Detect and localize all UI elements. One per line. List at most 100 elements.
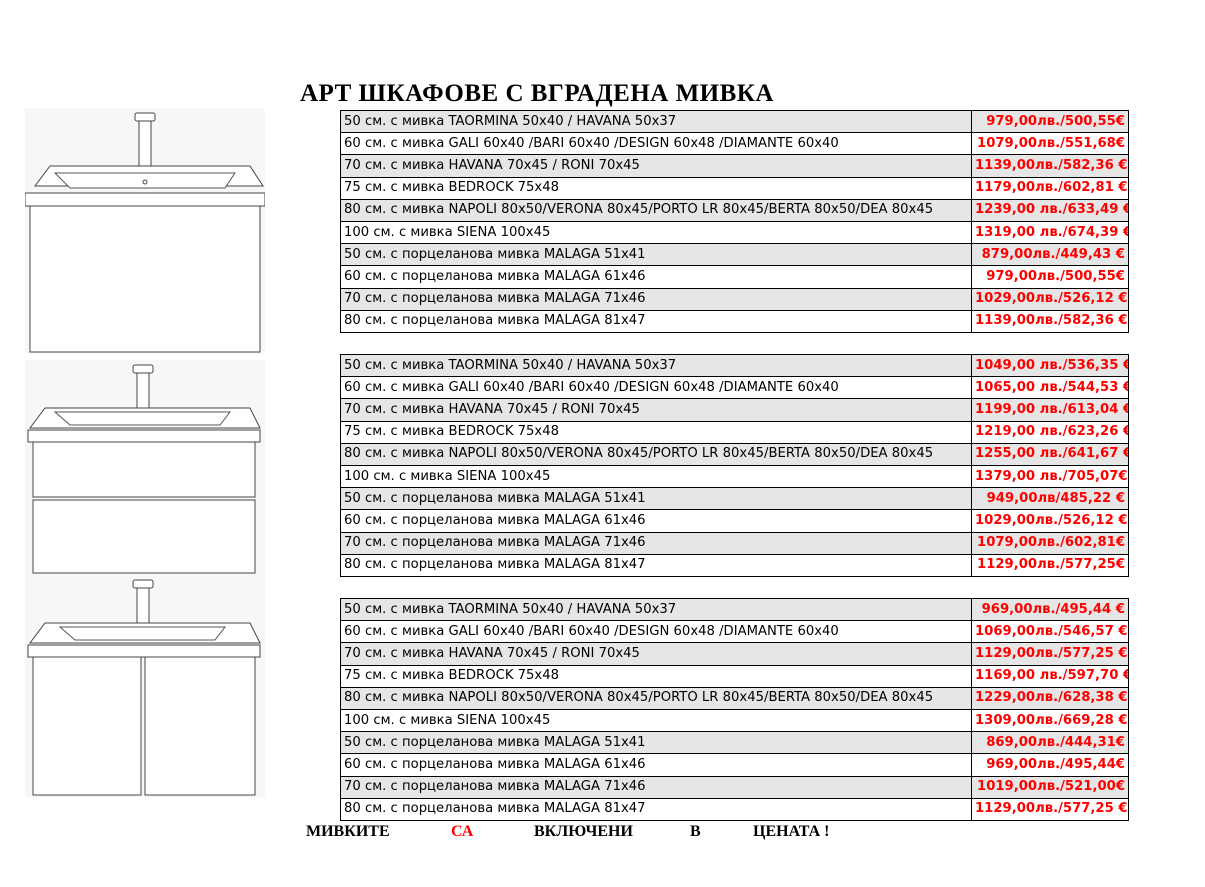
table-row: 80 см. с порцеланова мивка MALAGA 81x47 1… [340, 553, 1129, 577]
table-row: 70 см. с мивка HAVANA 70x45 / RONI 70x45… [340, 154, 1129, 178]
table-row: 80 см. с мивка NAPOLI 80x50/VERONA 80x45… [340, 442, 1129, 466]
table-row: 70 см. с мивка HAVANA 70x45 / RONI 70x45… [340, 398, 1129, 422]
footer-word: ЦЕНАТА ! [753, 823, 830, 840]
product-description: 100 см. с мивка SIENA 100x45 [340, 220, 972, 245]
product-price: 979,00лв./500,55€ [971, 265, 1129, 289]
product-price: 969,00лв./495,44€ [971, 753, 1129, 777]
price-table-1: 50 см. с мивка TAORMINA 50x40 / HAVANA 5… [340, 109, 1129, 333]
product-description: 50 см. с порцеланова мивка MALAGA 51x41 [340, 731, 972, 755]
product-price: 1019,00лв./521,00€ [971, 775, 1129, 799]
product-price: 1379,00 лв./705,07€ [971, 464, 1129, 489]
table-row: 80 см. с мивка NAPOLI 80x50/VERONA 80x45… [340, 686, 1129, 710]
product-description: 100 см. с мивка SIENA 100x45 [340, 464, 972, 489]
product-price: 979,00лв./500,55€ [971, 109, 1129, 134]
product-description: 100 см. с мивка SIENA 100x45 [340, 708, 972, 733]
table-row: 50 см. с мивка TAORMINA 50x40 / HAVANA 5… [340, 353, 1129, 378]
product-price: 1219,00 лв./623,26 € [971, 420, 1129, 444]
table-row: 60 см. с мивка GALI 60x40 /BARI 60x40 /D… [340, 620, 1129, 644]
footer-word: ВКЛЮЧЕНИ [534, 823, 633, 840]
product-price: 869,00лв./444,31€ [971, 731, 1129, 755]
product-price: 949,00лв/485,22 € [971, 487, 1129, 511]
product-price: 1129,00лв./577,25 € [971, 642, 1129, 666]
table-row: 70 см. с порцеланова мивка MALAGA 71x46 1… [340, 531, 1129, 555]
product-description: 75 см. с мивка BEDROCK 75x48 [340, 176, 972, 200]
table-row: 50 см. с порцеланова мивка MALAGA 51x41 8… [340, 243, 1129, 267]
product-description: 60 см. с мивка GALI 60x40 /BARI 60x40 /D… [340, 620, 972, 644]
product-description: 70 см. с мивка HAVANA 70x45 / RONI 70x45 [340, 398, 972, 422]
product-price: 1069,00лв./546,57 € [971, 620, 1129, 644]
product-description: 50 см. с порцеланова мивка MALAGA 51x41 [340, 487, 972, 511]
product-price: 1079,00лв./602,81€ [971, 531, 1129, 555]
footer-word-highlight: СА [451, 823, 474, 840]
product-price: 1029,00лв./526,12 € [971, 509, 1129, 533]
product-price: 1139,00лв./582,36 € [971, 309, 1129, 333]
product-description: 60 см. с мивка GALI 60x40 /BARI 60x40 /D… [340, 376, 972, 400]
table-row: 60 см. с мивка GALI 60x40 /BARI 60x40 /D… [340, 376, 1129, 400]
product-price: 1239,00 лв./633,49 € [971, 198, 1129, 222]
product-description: 80 см. с порцеланова мивка MALAGA 81x47 [340, 797, 972, 821]
cabinet-one-door-icon [25, 108, 265, 354]
table-row: 100 см. с мивка SIENA 100x45 1319,00 лв./… [340, 220, 1129, 245]
product-price: 1129,00лв./577,25 € [971, 797, 1129, 821]
product-price: 879,00лв./449,43 € [971, 243, 1129, 267]
product-description: 80 см. с мивка NAPOLI 80x50/VERONA 80x45… [340, 442, 972, 466]
table-row: 70 см. с порцеланова мивка MALAGA 71x46 1… [340, 287, 1129, 311]
product-description: 75 см. с мивка BEDROCK 75x48 [340, 420, 972, 444]
footer-word: В [690, 823, 701, 840]
page-title: АРТ ШКАФОВЕ С ВГРАДЕНА МИВКА [300, 80, 774, 107]
product-description: 70 см. с порцеланова мивка MALAGA 71x46 [340, 287, 972, 311]
footer-word: МИВКИТЕ [306, 823, 390, 840]
product-description: 80 см. с мивка NAPOLI 80x50/VERONA 80x45… [340, 686, 972, 710]
table-row: 60 см. с мивка GALI 60x40 /BARI 60x40 /D… [340, 132, 1129, 156]
product-description: 80 см. с порцеланова мивка MALAGA 81x47 [340, 309, 972, 333]
product-description: 60 см. с порцеланова мивка MALAGA 61x46 [340, 509, 972, 533]
product-description: 50 см. с мивка TAORMINA 50x40 / HAVANA 5… [340, 597, 972, 622]
price-table-3: 50 см. с мивка TAORMINA 50x40 / HAVANA 5… [340, 597, 1129, 821]
product-price: 1229,00лв./628,38 € [971, 686, 1129, 710]
product-price: 1079,00лв./551,68€ [971, 132, 1129, 156]
product-price: 1199,00 лв./613,04 € [971, 398, 1129, 422]
table-row: 75 см. с мивка BEDROCK 75x48 1169,00 лв./… [340, 664, 1129, 688]
table-row: 70 см. с порцеланова мивка MALAGA 71x46 1… [340, 775, 1129, 799]
product-description: 50 см. с мивка TAORMINA 50x40 / HAVANA 5… [340, 353, 972, 378]
table-row: 80 см. с мивка NAPOLI 80x50/VERONA 80x45… [340, 198, 1129, 222]
table-row: 100 см. с мивка SIENA 100x45 1309,00лв./6… [340, 708, 1129, 733]
product-description: 75 см. с мивка BEDROCK 75x48 [340, 664, 972, 688]
product-price: 1179,00лв./602,81 € [971, 176, 1129, 200]
product-price: 1255,00 лв./641,67 € [971, 442, 1129, 466]
cabinet-two-drawers-icon [25, 360, 265, 585]
product-description: 70 см. с мивка HAVANA 70x45 / RONI 70x45 [340, 642, 972, 666]
table-row: 50 см. с порцеланова мивка MALAGA 51x41 9… [340, 487, 1129, 511]
table-row: 50 см. с порцеланова мивка MALAGA 51x41 8… [340, 731, 1129, 755]
product-description: 70 см. с порцеланова мивка MALAGA 71x46 [340, 775, 972, 799]
product-price: 1319,00 лв./674,39 € [971, 220, 1129, 245]
product-description: 50 см. с мивка TAORMINA 50x40 / HAVANA 5… [340, 109, 972, 134]
product-price: 1309,00лв./669,28 € [971, 708, 1129, 733]
product-description: 60 см. с порцеланова мивка MALAGA 61x46 [340, 753, 972, 777]
table-row: 80 см. с порцеланова мивка MALAGA 81x47 1… [340, 309, 1129, 333]
product-price: 1129,00лв./577,25€ [971, 553, 1129, 577]
product-description: 50 см. с порцеланова мивка MALAGA 51x41 [340, 243, 972, 267]
product-description: 60 см. с порцеланова мивка MALAGA 61x46 [340, 265, 972, 289]
product-description: 70 см. с мивка HAVANA 70x45 / RONI 70x45 [340, 154, 972, 178]
table-row: 60 см. с порцеланова мивка MALAGA 61x46 1… [340, 509, 1129, 533]
product-description: 60 см. с мивка GALI 60x40 /BARI 60x40 /D… [340, 132, 972, 156]
product-description: 70 см. с порцеланова мивка MALAGA 71x46 [340, 531, 972, 555]
table-row: 50 см. с мивка TAORMINA 50x40 / HAVANA 5… [340, 109, 1129, 134]
product-price: 1139,00лв./582,36 € [971, 154, 1129, 178]
table-row: 100 см. с мивка SIENA 100x45 1379,00 лв./… [340, 464, 1129, 489]
table-row: 75 см. с мивка BEDROCK 75x48 1179,00лв./6… [340, 176, 1129, 200]
table-row: 60 см. с порцеланова мивка MALAGA 61x46 9… [340, 265, 1129, 289]
product-price: 1065,00 лв./544,53 € [971, 376, 1129, 400]
table-row: 80 см. с порцеланова мивка MALAGA 81x47 1… [340, 797, 1129, 821]
cabinet-two-doors-icon [25, 575, 265, 797]
table-row: 75 см. с мивка BEDROCK 75x48 1219,00 лв./… [340, 420, 1129, 444]
product-price: 969,00лв./495,44 € [971, 597, 1129, 622]
product-description: 80 см. с порцеланова мивка MALAGA 81x47 [340, 553, 972, 577]
table-row: 60 см. с порцеланова мивка MALAGA 61x46 9… [340, 753, 1129, 777]
table-row: 50 см. с мивка TAORMINA 50x40 / HAVANA 5… [340, 597, 1129, 622]
product-price: 1169,00 лв./597,70 € [971, 664, 1129, 688]
table-row: 70 см. с мивка HAVANA 70x45 / RONI 70x45… [340, 642, 1129, 666]
product-price: 1029,00лв./526,12 € [971, 287, 1129, 311]
price-table-2: 50 см. с мивка TAORMINA 50x40 / HAVANA 5… [340, 353, 1129, 577]
